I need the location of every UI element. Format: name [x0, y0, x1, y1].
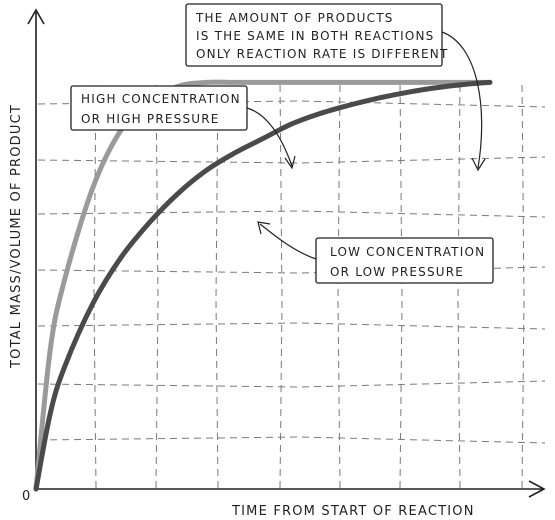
callout-same-line-1: THE AMOUNT OF PRODUCTS: [195, 11, 394, 25]
callout-low-line-1: LOW CONCENTRATION: [330, 245, 485, 259]
origin-label: 0: [22, 489, 31, 504]
callout-high-arrow: [246, 107, 293, 167]
callout-high-line-2: OR HIGH PRESSURE: [81, 112, 220, 126]
series-group: [33, 79, 493, 492]
callout-low-arrowhead: [257, 221, 271, 235]
grid-line-vertical: [399, 79, 403, 489]
grid-line-horizontal: [37, 322, 546, 330]
grid-line-horizontal: [37, 436, 546, 444]
series-line-low-concentration: [33, 79, 493, 492]
grid-line-vertical: [93, 79, 97, 489]
series-line-high-concentration: [33, 79, 493, 492]
grid-line-vertical: [215, 79, 219, 489]
grid-line-horizontal: [37, 380, 546, 388]
grid-line-vertical: [337, 79, 341, 489]
callout-same-line-2: IS THE SAME IN BOTH REACTIONS: [196, 29, 435, 43]
y-axis-label: TOTAL MASS/VOLUME OF PRODUCT: [9, 104, 24, 369]
callout-same-line-3: ONLY REACTION RATE IS DIFFERENT: [196, 47, 448, 61]
callout-high-concentration: HIGH CONCENTRATION OR HIGH PRESSURE: [70, 85, 296, 170]
callout-high-line-1: HIGH CONCENTRATION: [81, 92, 241, 106]
callout-same-arrow: [441, 31, 483, 169]
callout-same-amount: THE AMOUNT OF PRODUCTS IS THE SAME IN BO…: [185, 3, 486, 172]
callout-same-arrowhead: [471, 157, 486, 172]
grid-line-horizontal: [37, 156, 546, 164]
callout-low-box: [315, 237, 494, 284]
axes: [27, 8, 546, 498]
grid-line-vertical: [457, 79, 461, 489]
grid-line-vertical: [155, 79, 159, 489]
x-axis-label: TIME FROM START OF REACTION: [231, 504, 475, 519]
callout-high-arrowhead: [284, 155, 296, 170]
grid-line-vertical: [279, 79, 283, 489]
callout-low-arrow: [259, 223, 317, 260]
grid-line-vertical: [521, 79, 525, 489]
x-axis-arrow: [528, 480, 546, 498]
callout-low-concentration: LOW CONCENTRATION OR LOW PRESSURE: [257, 221, 494, 284]
grid-line-horizontal: [37, 210, 546, 218]
y-axis-arrow: [27, 8, 45, 25]
callout-low-line-2: OR LOW PRESSURE: [330, 265, 464, 279]
callout-same-box: [185, 3, 443, 67]
